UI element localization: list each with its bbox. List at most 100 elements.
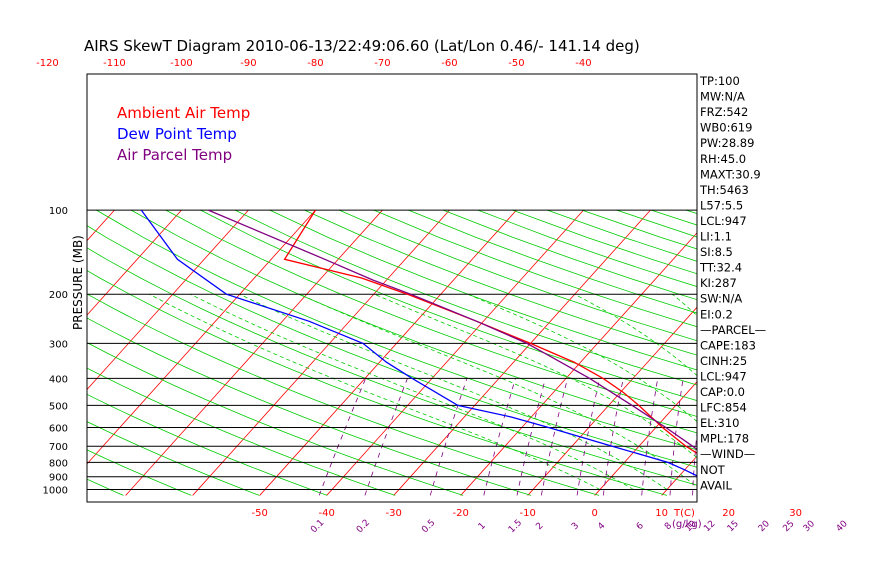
index-entry: TP:100 — [699, 74, 740, 88]
top-temp-tick-label: -80 — [307, 58, 323, 69]
pressure-tick-label: 400 — [49, 374, 68, 385]
pressure-tick-label: 900 — [49, 473, 68, 484]
index-entry: —PARCEL— — [700, 323, 766, 337]
index-entry: NOT — [700, 463, 726, 477]
dry-adiabat-line — [0, 210, 667, 495]
y-axis-label: PRESSURE (MB) — [71, 235, 85, 330]
mixing-ratio-line — [808, 378, 811, 495]
dry-adiabat-line — [374, 210, 870, 495]
index-entry: KI:287 — [700, 276, 737, 290]
dry-adiabat-line — [859, 210, 870, 495]
mixing-ratio-tick-label: 12 — [702, 519, 717, 534]
mixing-ratio-tick-label: 40 — [835, 519, 850, 534]
index-entry: LFC:854 — [700, 401, 747, 415]
legend: Ambient Air Temp Dew Point Temp Air Parcel… — [117, 104, 250, 164]
index-entry: FRZ:542 — [700, 105, 748, 119]
index-entry: EL:310 — [700, 416, 740, 430]
mixing-ratio-line — [541, 378, 567, 495]
dry-adiabat-line — [305, 210, 870, 495]
top-temp-tick-label: -120 — [36, 58, 59, 69]
mixing-ratio-tick-label: 0.5 — [420, 518, 437, 535]
bottom-temp-tick-label: -50 — [251, 508, 267, 519]
index-entry: SI:8.5 — [700, 245, 733, 259]
index-entry: LI:1.1 — [700, 230, 732, 244]
index-entry: —WIND— — [700, 447, 755, 461]
isotherm-line — [662, 210, 870, 495]
mixing-ratio-tick-label: 0.1 — [309, 518, 326, 535]
pressure-tick-label: 800 — [49, 458, 68, 469]
bottom-temp-tick-label: -40 — [318, 508, 334, 519]
dry-adiabat-line — [651, 210, 870, 495]
index-entry: MAXT:30.9 — [700, 167, 761, 181]
dry-adiabat-line — [755, 210, 870, 495]
mixing-ratio-line — [789, 378, 791, 495]
index-entry: AVAIL — [700, 478, 733, 492]
dry-adiabat-line — [0, 210, 259, 495]
pressure-tick-label: 200 — [49, 290, 68, 301]
isotherm-line — [260, 210, 517, 495]
mixing-ratio-line — [365, 378, 408, 495]
top-temp-tick-label: -100 — [170, 58, 193, 69]
bottom-temp-tick-label: 0 — [591, 508, 597, 519]
pressure-tick-label: 1000 — [43, 486, 68, 497]
pressure-tick-label: 500 — [49, 401, 68, 412]
index-entry: MW:N/A — [700, 90, 745, 104]
top-temp-tick-label: -60 — [441, 58, 457, 69]
isotherm-line — [863, 210, 870, 495]
moist-adiabat-line — [239, 294, 667, 489]
isotherm-line — [0, 210, 47, 495]
legend-entry: Dew Point Temp — [117, 125, 237, 143]
index-entry: CAPE:183 — [700, 338, 756, 352]
dew-point-temp-profile — [141, 210, 740, 489]
bottom-temp-tick-label: 10 — [655, 508, 668, 519]
pressure-tick-label: 100 — [49, 206, 68, 217]
pressure-tick-label: 300 — [49, 339, 68, 350]
dry-adiabat-line — [131, 210, 870, 495]
legend-entry: Air Parcel Temp — [117, 146, 232, 164]
index-entry: CAP:0.0 — [700, 385, 745, 399]
top-temp-tick-label: -40 — [575, 58, 591, 69]
isotherm-line — [796, 210, 870, 495]
dry-adiabat-line — [270, 210, 870, 495]
isotherm-line — [126, 210, 383, 495]
pressure-tick-label: 600 — [49, 424, 68, 435]
mixing-ratio-tick-label: 0.2 — [355, 518, 372, 535]
mixing-ratio-tick-label: 15 — [726, 519, 741, 534]
bottom-temp-tick-label: -30 — [385, 508, 401, 519]
mixing-ratio-tick-label: 30 — [802, 519, 817, 534]
indices-panel: TP:100MW:N/AFRZ:542WB0:619PW:28.89RH:45.… — [699, 74, 766, 492]
isotherm-line — [193, 210, 450, 495]
pressure-tick-label: 700 — [49, 442, 68, 453]
bottom-temp-unit-label: T(C) — [673, 508, 695, 519]
index-entry: MPL:178 — [700, 432, 749, 446]
bottom-temp-tick-label: 30 — [789, 508, 802, 519]
dry-adiabat-line — [790, 210, 870, 495]
ambient-air-temp-profile — [285, 210, 772, 489]
top-temp-tick-label: -50 — [508, 58, 524, 69]
mixing-ratio-tick-label: 1 — [477, 521, 488, 532]
mixing-ratio-tick-label: 1.5 — [507, 518, 524, 535]
top-temp-tick-label: -90 — [240, 58, 256, 69]
index-entry: EI:0.2 — [700, 307, 733, 321]
chart-title: AIRS SkewT Diagram 2010-06-13/22:49:06.6… — [84, 37, 640, 55]
bottom-temp-tick-label: 20 — [722, 508, 735, 519]
top-temp-tick-label: -70 — [374, 58, 390, 69]
mixing-ratio-line — [484, 378, 516, 495]
mixing-ratio-line — [430, 378, 467, 495]
mixing-ratio-tick-label: 25 — [781, 519, 796, 534]
dry-adiabat-line — [339, 210, 870, 495]
bottom-temp-tick-label: -20 — [452, 508, 468, 519]
index-entry: CINH:25 — [700, 354, 747, 368]
index-entry: TH:5463 — [699, 183, 749, 197]
legend-entry: Ambient Air Temp — [117, 104, 250, 122]
dry-adiabat-line — [0, 210, 599, 495]
index-entry: TT:32.4 — [699, 261, 742, 275]
mixing-ratio-tick-label: 4 — [596, 521, 607, 532]
isobar-layer — [87, 210, 697, 489]
index-entry: LCL:947 — [700, 369, 747, 383]
mixing-ratio-tick-label: 3 — [570, 521, 581, 532]
index-entry: LCL:947 — [700, 214, 747, 228]
index-entry: PW:28.89 — [700, 136, 754, 150]
